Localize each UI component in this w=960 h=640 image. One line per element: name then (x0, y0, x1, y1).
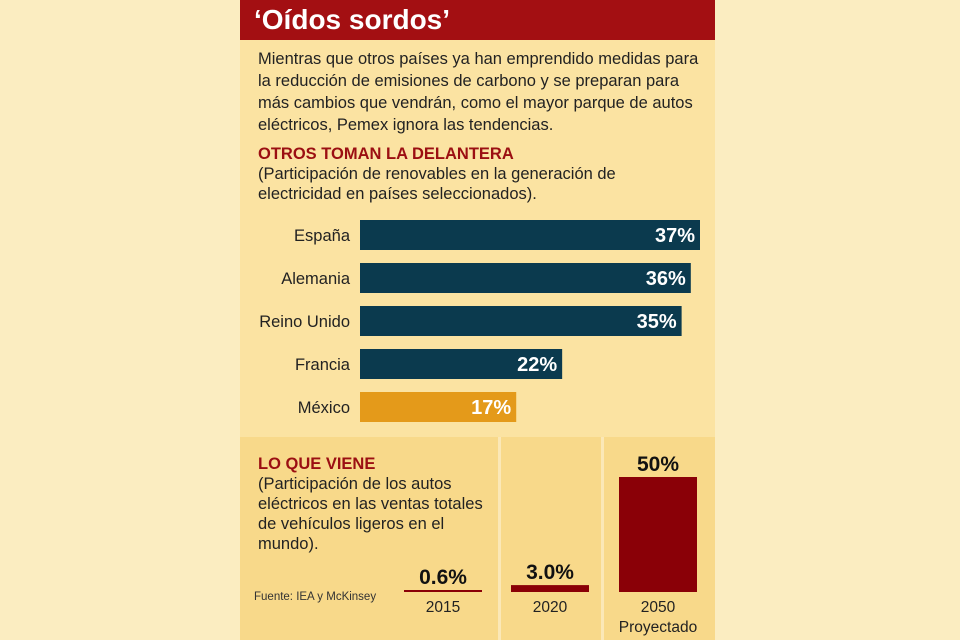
category-label: 2015 (426, 599, 460, 616)
value-label: 3.0% (526, 561, 574, 584)
value-label: 22% (517, 354, 557, 376)
category-label: Alemania (281, 270, 351, 288)
title-bar: ‘Oídos sordos’ (240, 0, 715, 40)
renewables-bar-chart: España 37% Alemania 36% Reino Unido 35% Franci… (259, 220, 700, 422)
bar (360, 220, 700, 250)
page-title: ‘Oídos sordos’ (254, 4, 451, 35)
ev-heading: LO QUE VIENE (258, 455, 376, 473)
category-label: Francia (295, 356, 351, 374)
infographic-card: ‘Oídos sordos’ Mientras que otros países… (240, 0, 715, 640)
category-label: España (294, 227, 351, 245)
bar (511, 585, 589, 592)
category-label: México (298, 399, 350, 417)
value-label: 36% (646, 268, 686, 290)
bar (619, 477, 697, 592)
value-label: 17% (471, 397, 511, 419)
ev-subtitle: (Participación de los autos eléctricos e… (258, 475, 483, 553)
value-label: 0.6% (419, 566, 467, 589)
bar (360, 349, 563, 379)
renewables-heading: OTROS TOMAN LA DELANTERA (258, 145, 514, 163)
value-label: 37% (655, 225, 695, 247)
value-label: 50% (637, 453, 679, 476)
column-divider (601, 437, 604, 640)
ev-bar-chart: 0.6% 2015 3.0% 2020 50% 2050 Proyectado (404, 453, 697, 636)
bar (404, 590, 482, 592)
intro-text: Mientras que otros países ya han emprend… (258, 50, 699, 134)
value-label: 35% (637, 311, 677, 333)
source-note: Fuente: IEA y McKinsey (254, 591, 377, 603)
renewables-subtitle: (Participación de renovables en la gener… (258, 165, 616, 203)
category-label: 2050 Proyectado (619, 599, 697, 636)
bar (360, 263, 691, 293)
category-label: Reino Unido (259, 313, 350, 331)
category-label: 2020 (533, 599, 568, 616)
bar (360, 392, 517, 422)
column-divider (498, 437, 501, 640)
bar (360, 306, 682, 336)
